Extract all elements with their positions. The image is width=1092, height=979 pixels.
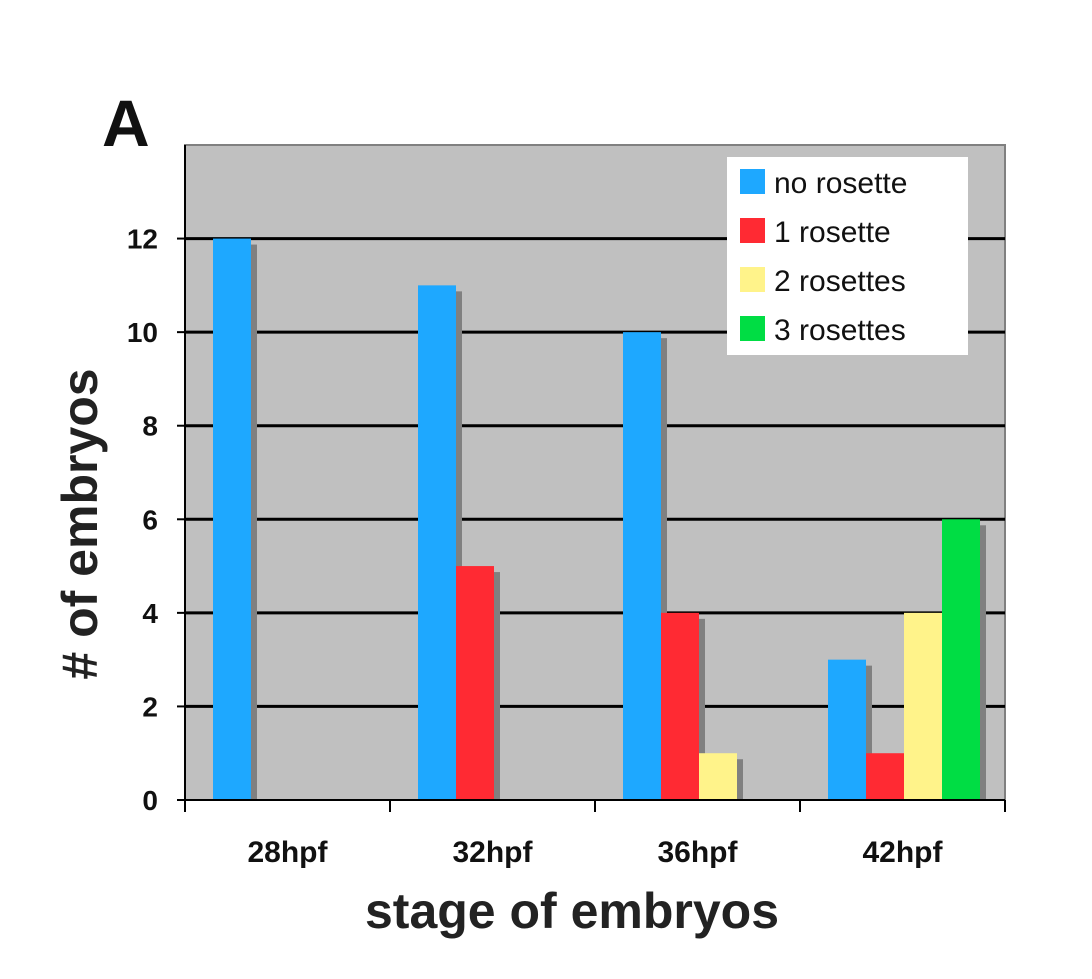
bar-no-rosette-28hpf: [213, 238, 251, 801]
legend-swatch: [740, 169, 765, 194]
bar-1-rosette-36hpf: [661, 612, 699, 800]
y-tick-label: 2: [142, 691, 158, 722]
bar-2-rosettes-36hpf: [699, 753, 737, 800]
legend-label: 1 rosette: [774, 216, 891, 249]
x-axis-title: stage of embryos: [365, 883, 779, 939]
legend-box: [727, 157, 968, 355]
bar-3-rosettes-42hpf: [942, 519, 980, 800]
panel-label: A: [102, 86, 150, 160]
legend-label: 3 rosettes: [774, 314, 906, 347]
bar-1-rosette-42hpf: [866, 753, 904, 800]
y-axis-title: # of embryos: [52, 368, 108, 679]
legend-label: no rosette: [774, 167, 907, 200]
x-tick-labels: 28hpf 32hpf 36hpf 42hpf: [247, 836, 943, 869]
bar-no-rosette-42hpf: [828, 659, 866, 800]
legend-swatch: [740, 218, 765, 243]
legend-swatch: [740, 267, 765, 292]
y-tick-label: 10: [127, 317, 158, 348]
y-tick-label: 0: [142, 785, 158, 816]
bar-2-rosettes-42hpf: [904, 612, 942, 800]
legend-swatch: [740, 316, 765, 341]
y-tick-label: 12: [127, 224, 158, 255]
bar-no-rosette-36hpf: [623, 332, 661, 800]
bar-no-rosette-32hpf: [418, 285, 456, 800]
x-tick-label: 36hpf: [657, 836, 738, 869]
y-tick-label: 4: [142, 598, 158, 629]
legend: no rosette 1 rosette 2 rosettes 3 rosettes: [727, 157, 968, 355]
bar-1-rosette-32hpf: [456, 566, 494, 800]
axes: [184, 145, 1006, 812]
x-tick-label: 32hpf: [452, 836, 533, 869]
x-tick-label: 28hpf: [247, 836, 328, 869]
legend-label: 2 rosettes: [774, 265, 906, 298]
bars: [213, 238, 986, 801]
y-tick-labels: 0 2 4 6 8 10 12: [127, 224, 159, 816]
y-tick-label: 6: [142, 504, 158, 535]
y-tick-label: 8: [142, 411, 158, 442]
x-tick-label: 42hpf: [862, 836, 943, 869]
